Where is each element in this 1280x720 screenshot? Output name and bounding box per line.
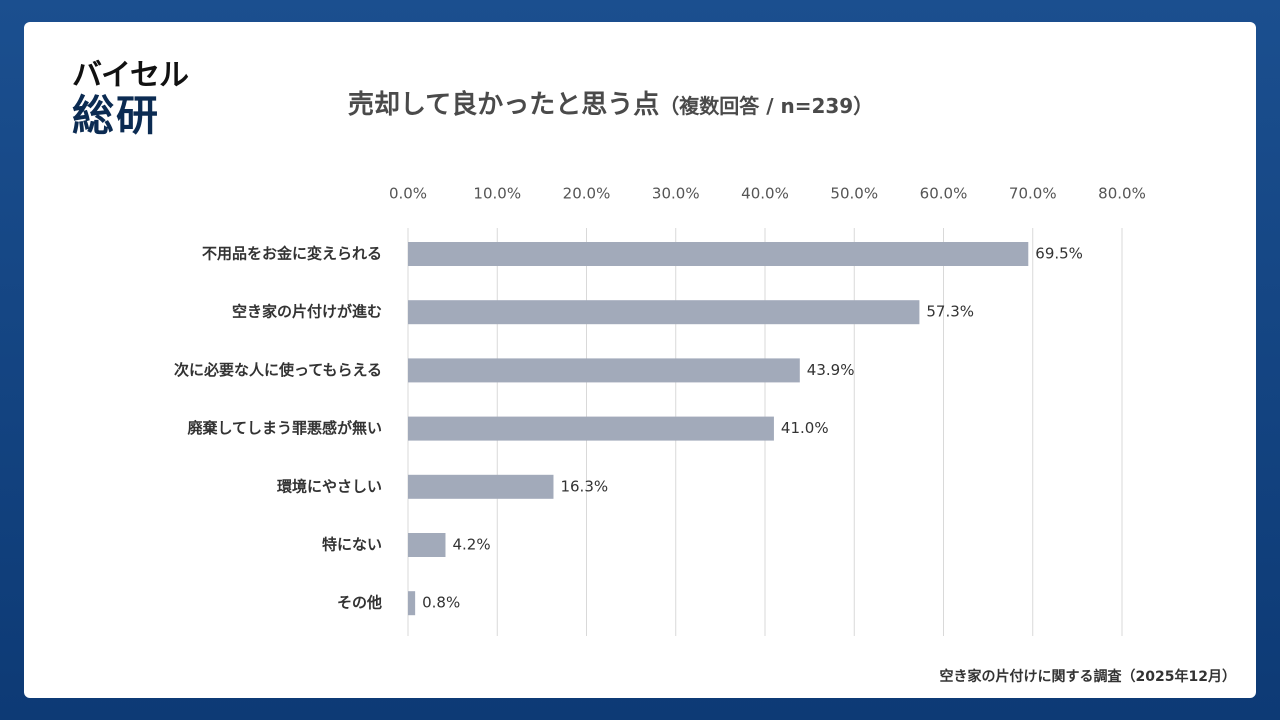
category-label: 廃棄してしまう罪悪感が無い bbox=[187, 419, 382, 437]
category-label: その他 bbox=[337, 594, 382, 612]
x-tick-label: 70.0% bbox=[1009, 185, 1057, 203]
category-label: 特にない bbox=[322, 536, 382, 554]
value-label: 16.3% bbox=[560, 477, 608, 495]
chart-title-sub: （複数回答 / n=239） bbox=[659, 94, 874, 118]
value-label: 41.0% bbox=[781, 419, 829, 437]
bar bbox=[408, 300, 920, 325]
value-label: 4.2% bbox=[452, 536, 490, 554]
bar bbox=[408, 242, 1029, 266]
bar bbox=[408, 474, 554, 499]
value-label: 69.5% bbox=[1035, 245, 1083, 263]
x-tick-label: 20.0% bbox=[563, 185, 611, 203]
category-label: 空き家の片付けが進む bbox=[232, 303, 382, 321]
x-tick-label: 60.0% bbox=[920, 185, 968, 203]
x-tick-label: 10.0% bbox=[473, 185, 521, 203]
value-label: 57.3% bbox=[926, 303, 974, 321]
chart-title-main: 売却して良かったと思う点 bbox=[348, 90, 660, 120]
value-label: 43.9% bbox=[807, 361, 855, 379]
value-label: 0.8% bbox=[422, 594, 460, 612]
category-label: 次に必要な人に使ってもらえる bbox=[174, 361, 382, 379]
category-label: 環境にやさしい bbox=[277, 477, 382, 495]
logo-line2: 総研 bbox=[72, 91, 161, 140]
bar bbox=[408, 591, 416, 616]
chart-title: 売却して良かったと思う点（複数回答 / n=239） bbox=[348, 84, 873, 124]
brand-logo: バイセル 総研 bbox=[72, 60, 192, 140]
x-tick-label: 30.0% bbox=[652, 185, 700, 203]
logo-line1: バイセル bbox=[72, 58, 189, 93]
source-note: 空き家の片付けに関する調査（2025年12月） bbox=[939, 669, 1236, 685]
x-tick-label: 40.0% bbox=[741, 185, 789, 203]
x-tick-label: 0.0% bbox=[389, 185, 427, 203]
x-tick-label: 80.0% bbox=[1098, 185, 1146, 203]
x-tick-label: 50.0% bbox=[830, 185, 878, 203]
category-label: 不用品をお金に変えられる bbox=[202, 245, 382, 263]
bar bbox=[408, 358, 800, 383]
bar bbox=[408, 416, 774, 441]
bar bbox=[408, 533, 446, 557]
